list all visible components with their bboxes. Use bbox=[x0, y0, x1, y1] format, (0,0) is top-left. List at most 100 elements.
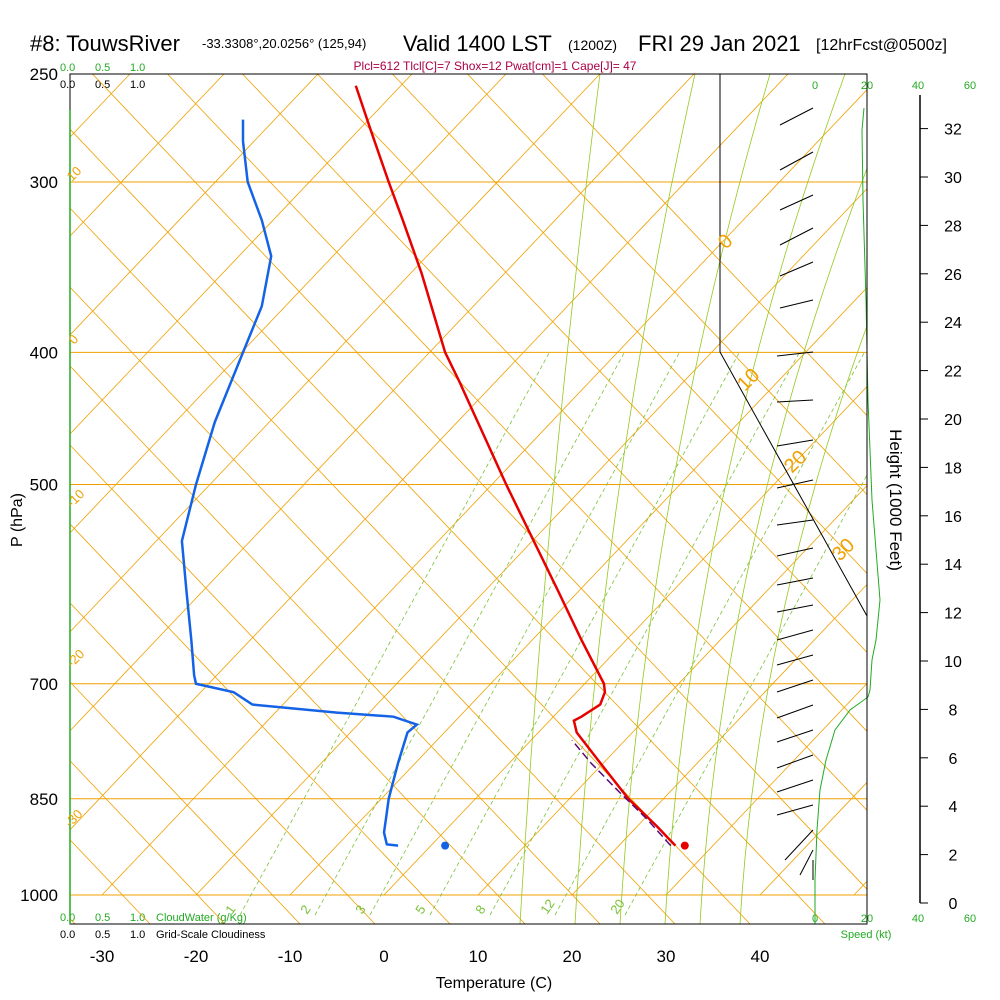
isotherm-line bbox=[101, 89, 867, 896]
dry-adiabat-line bbox=[167, 74, 867, 811]
pressure-tick-label: 700 bbox=[30, 675, 58, 694]
height-tick-label: 30 bbox=[944, 170, 962, 187]
height-tick-label: 8 bbox=[949, 702, 958, 719]
mixing-ratio-line bbox=[239, 351, 551, 916]
pressure-tick-label: 850 bbox=[30, 790, 58, 809]
isotherm-line bbox=[383, 385, 867, 896]
dry-adiabat-line bbox=[242, 74, 867, 732]
height-tick-label: 2 bbox=[949, 848, 958, 865]
speed-scale-top: 0 20 40 60 bbox=[812, 80, 976, 92]
y-axis-label: P (hPa) bbox=[9, 493, 26, 547]
height-tick-label: 18 bbox=[944, 460, 962, 477]
cloudiness-tick: 0.0 bbox=[60, 79, 75, 91]
x-tick-label: 40 bbox=[751, 947, 770, 966]
dry-adiabat-line bbox=[70, 602, 376, 924]
parcel-profile bbox=[571, 739, 672, 847]
pressure-tick-label: 1000 bbox=[20, 886, 58, 905]
x-tick-label: -10 bbox=[278, 947, 303, 966]
height-tick-label: 10 bbox=[944, 654, 962, 671]
dry-adiabat-line bbox=[70, 760, 226, 924]
cloudwater-scale-top: 0.0 0.5 1.0 0.0 0.5 1.0 bbox=[60, 62, 145, 91]
isotherm-line bbox=[70, 74, 789, 831]
surface-temperature-marker bbox=[680, 841, 689, 850]
pressure-tick-label: 300 bbox=[30, 173, 58, 192]
isotherm-line bbox=[70, 74, 601, 633]
mixing-ratio-line bbox=[554, 351, 866, 916]
x-axis-label: Temperature (C) bbox=[436, 975, 552, 992]
moist-adiabat-line bbox=[739, 324, 867, 924]
dry-adiabat-label: 10 bbox=[733, 364, 764, 395]
x-tick-label: 20 bbox=[563, 947, 582, 966]
plot-boundary bbox=[719, 74, 868, 924]
height-tick-label: 6 bbox=[949, 751, 958, 768]
height-tick-label: 16 bbox=[944, 509, 962, 526]
cloudwater-label: CloudWater (g/Kg) bbox=[156, 912, 247, 924]
mixing-ratio-label: 8 bbox=[472, 902, 488, 917]
cloudwater-tick: 0.0 bbox=[60, 912, 75, 924]
cloudwater-tick: 0.5 bbox=[95, 62, 110, 74]
moist-adiabat-line bbox=[574, 74, 696, 924]
isotherm-line bbox=[571, 583, 867, 896]
cloudwater-tick: 1.0 bbox=[130, 912, 145, 924]
dry-adiabat-label: -20 bbox=[64, 646, 88, 670]
height-tick-label: 0 bbox=[949, 896, 958, 913]
cloudwater-tick: 1.0 bbox=[130, 62, 145, 74]
cloudwater-tick: 0.5 bbox=[95, 912, 110, 924]
dry-adiabat-label: 0 bbox=[66, 331, 82, 347]
moist-adiabat-line bbox=[619, 74, 771, 924]
moist-adiabat-line bbox=[519, 74, 601, 924]
valid-time: Valid 1400 LST bbox=[403, 31, 552, 56]
dry-adiabat-label: 0 bbox=[714, 230, 737, 253]
cloudiness-tick: 0.0 bbox=[60, 929, 75, 941]
height-tick-label: 28 bbox=[944, 218, 962, 235]
dry-adiabat-line bbox=[542, 74, 867, 417]
dewpoint-profile bbox=[180, 119, 420, 847]
dry-adiabat-line bbox=[70, 444, 526, 924]
speed-tick: 0 bbox=[812, 80, 818, 92]
isotherm-line bbox=[70, 74, 413, 435]
dry-adiabat-line bbox=[70, 365, 601, 924]
height-tick-label: 32 bbox=[944, 122, 962, 139]
isotherm-line bbox=[70, 74, 695, 732]
pressure-tick-label: 500 bbox=[30, 476, 58, 495]
isotherm-line bbox=[70, 74, 225, 237]
dry-adiabat-line bbox=[70, 523, 451, 924]
mixing-ratio-line bbox=[624, 474, 867, 916]
station-coords: -33.3308°,20.0256° (125,94) bbox=[202, 36, 366, 51]
speed-tick: 60 bbox=[964, 913, 976, 925]
mixing-ratio-line bbox=[429, 351, 741, 916]
dry-adiabat-line bbox=[317, 74, 867, 654]
pressure-tick-label: 400 bbox=[30, 343, 58, 362]
speed-scale-bottom: 0 20 40 60 Speed (kt) bbox=[812, 913, 976, 941]
x-tick-label: -20 bbox=[184, 947, 209, 966]
plot-frame bbox=[69, 73, 868, 925]
moist-adiabat-line bbox=[699, 167, 867, 924]
dry-adiabat-line bbox=[70, 207, 751, 924]
dry-adiabat-line bbox=[467, 74, 867, 496]
height-tick-label: 26 bbox=[944, 267, 962, 284]
pressure-tick-label: 250 bbox=[30, 65, 58, 84]
cloudwater-scale-bottom: 0.0 0.5 1.0 CloudWater (g/Kg) 0.0 0.5 1.… bbox=[60, 912, 266, 941]
cloudiness-tick: 1.0 bbox=[130, 929, 145, 941]
x-tick-label: 30 bbox=[657, 947, 676, 966]
cloudiness-tick: 1.0 bbox=[130, 79, 145, 91]
isotherm-line bbox=[70, 74, 319, 336]
valid-zulu: (1200Z) bbox=[568, 37, 617, 53]
mixing-ratio-line bbox=[369, 351, 681, 916]
speed-tick: 60 bbox=[964, 80, 976, 92]
moist-adiabat-line bbox=[664, 74, 846, 924]
valid-date: FRI 29 Jan 2021 bbox=[638, 31, 801, 56]
isotherm-line bbox=[948, 74, 1000, 895]
wind-speed-profile bbox=[814, 107, 881, 924]
x-tick-label: 10 bbox=[469, 947, 488, 966]
sounding-profiles bbox=[180, 85, 689, 850]
height-tick-label: 20 bbox=[944, 412, 962, 429]
mixing-ratio-label: 2 bbox=[297, 902, 313, 917]
station-title: #8: TouwsRiver bbox=[30, 31, 180, 56]
dry-adiabat-label: -10 bbox=[64, 486, 88, 510]
skewt-grid: 1 2 3 5 8 12 20 bbox=[70, 74, 1000, 924]
height-tick-label: 14 bbox=[944, 557, 962, 574]
height-tick-label: 12 bbox=[944, 606, 962, 623]
